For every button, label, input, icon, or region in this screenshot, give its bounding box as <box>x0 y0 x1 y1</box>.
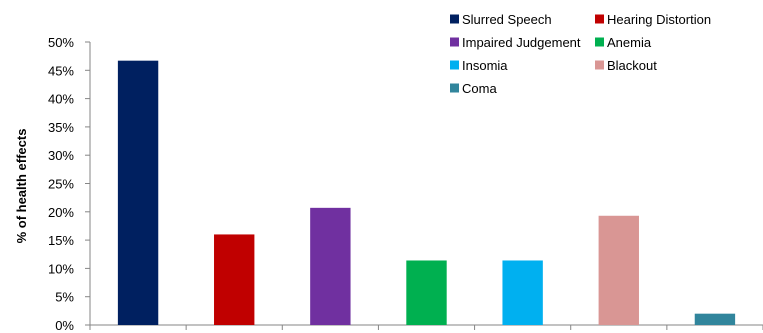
y-tick-label: 50% <box>48 35 74 50</box>
legend-swatch <box>595 60 604 70</box>
legend-label: Hearing Distortion <box>607 12 711 27</box>
bar-slurred-speech <box>117 60 159 325</box>
legend-item: Coma <box>450 81 497 96</box>
legend-label: Insomia <box>462 58 508 73</box>
legend-swatch <box>595 37 604 47</box>
legend-item: Slurred Speech <box>450 12 552 27</box>
legend-label: Anemia <box>607 35 652 50</box>
legend-item: Anemia <box>595 35 652 50</box>
legend-item: Blackout <box>595 58 657 73</box>
y-tick-label: 10% <box>48 261 74 276</box>
y-tick-label: 15% <box>48 233 74 248</box>
bar-coma <box>694 313 736 325</box>
legend-swatch <box>595 14 604 24</box>
y-tick-label: 20% <box>48 205 74 220</box>
legend-item: Insomia <box>450 58 508 73</box>
y-axis: 0% 5% 10% 15% 20% 25% 30% 35% 40% 45% 50% <box>48 35 91 333</box>
legend-swatch <box>450 37 459 47</box>
legend: Slurred Speech Hearing Distortion Impaired… <box>450 12 711 96</box>
legend-item: Impaired Judgement <box>450 35 581 50</box>
legend-swatch <box>450 14 459 24</box>
legend-label: Slurred Speech <box>462 12 552 27</box>
bars <box>117 60 736 325</box>
y-tick-label: 45% <box>48 63 74 78</box>
x-axis <box>89 324 763 330</box>
y-tick-label: 35% <box>48 120 74 135</box>
bar-insomia <box>502 260 543 325</box>
bar-blackout <box>598 215 639 325</box>
legend-item: Hearing Distortion <box>595 12 711 27</box>
y-tick-label: 5% <box>55 290 74 305</box>
bar-impaired-judgement <box>310 207 351 325</box>
legend-label: Coma <box>462 81 497 96</box>
y-tick-label: 25% <box>48 177 74 192</box>
legend-label: Blackout <box>607 58 657 73</box>
y-tick-label: 40% <box>48 92 74 107</box>
y-axis-label: % of health effects <box>14 129 29 244</box>
legend-label: Impaired Judgement <box>462 35 581 50</box>
bar-anemia <box>406 260 447 325</box>
legend-swatch <box>450 83 459 93</box>
bar-hearing-distortion <box>214 234 255 325</box>
legend-swatch <box>450 60 459 70</box>
y-tick-label: 0% <box>55 318 74 333</box>
y-tick-label: 30% <box>48 148 74 163</box>
